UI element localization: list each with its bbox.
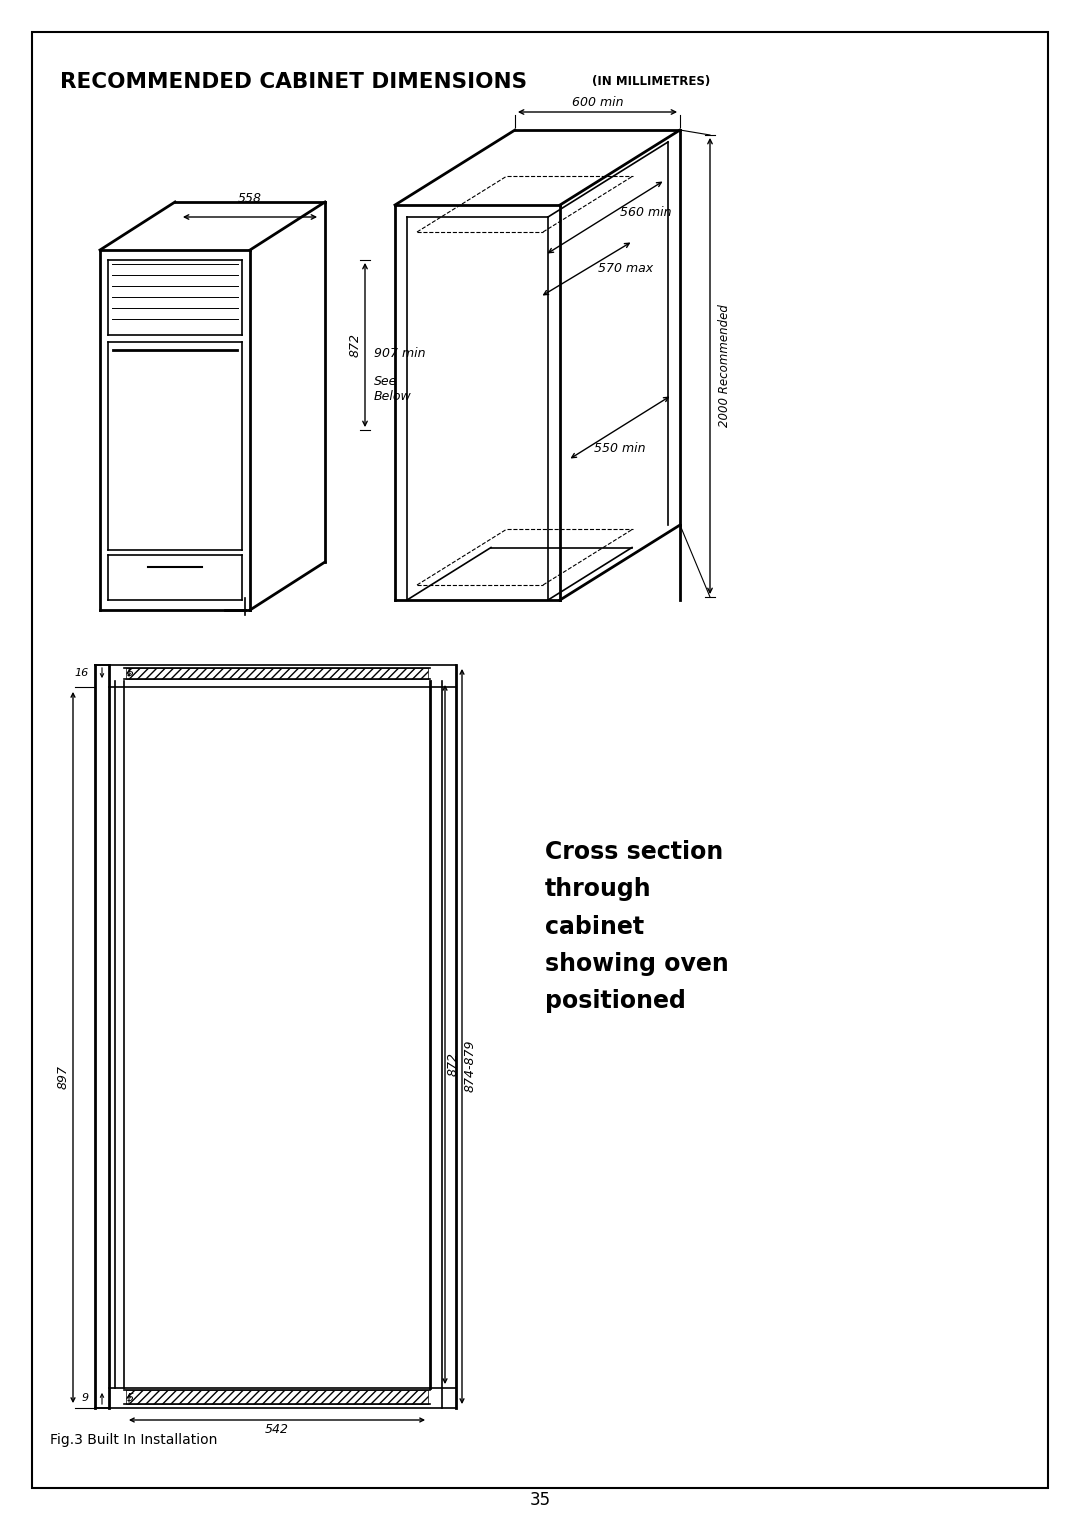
Text: 558: 558	[238, 193, 262, 205]
Text: 872: 872	[447, 1051, 460, 1076]
Text: See
Below: See Below	[374, 374, 411, 403]
Text: Cross section
through
cabinet
showing oven
positioned: Cross section through cabinet showing ov…	[545, 840, 729, 1013]
Text: 5: 5	[127, 1394, 134, 1403]
Text: 550 min: 550 min	[594, 442, 646, 455]
Text: 560 min: 560 min	[620, 206, 672, 219]
Text: 542: 542	[265, 1423, 289, 1436]
Text: 570 max: 570 max	[598, 263, 653, 275]
Text: 16: 16	[75, 668, 89, 678]
Text: 35: 35	[529, 1491, 551, 1510]
Text: 600 min: 600 min	[571, 96, 623, 108]
Bar	[126, 1390, 428, 1404]
Text: (IN MILLIMETRES): (IN MILLIMETRES)	[592, 75, 711, 89]
Text: 872: 872	[349, 333, 362, 358]
Text: RECOMMENDED CABINET DIMENSIONS: RECOMMENDED CABINET DIMENSIONS	[60, 72, 527, 92]
Text: 907 min: 907 min	[374, 347, 426, 361]
Text: Fig.3 Built In Installation: Fig.3 Built In Installation	[50, 1433, 217, 1447]
Text: 9: 9	[82, 1394, 89, 1403]
Text: 874-879: 874-879	[464, 1039, 477, 1093]
Text: 5: 5	[127, 669, 134, 678]
Text: 2000 Recommended: 2000 Recommended	[718, 304, 731, 428]
Bar	[126, 668, 428, 678]
Text: 897: 897	[57, 1065, 70, 1089]
